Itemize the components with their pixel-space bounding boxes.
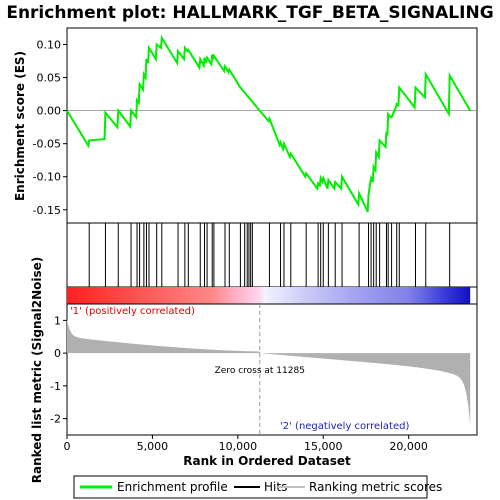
color-bar-fill [67,287,471,304]
enrichment-profile-line [66,34,472,213]
x-tick-label: 10,000 [219,440,258,453]
es-y-axis-label: Enrichment score (ES) [13,51,27,201]
es-y-tick-label: 0.10 [37,39,62,52]
legend-enrichment-label: Enrichment profile [117,480,228,494]
legend-metric-label: Ranking metric scores [309,480,442,494]
metric-y-ticks: 1 0 -1 -2 [50,314,67,426]
es-y-tick-label: -0.15 [33,204,61,217]
metric-y-tick-label: 1 [54,314,61,327]
zero-cross-label: Zero cross at 11285 [215,366,305,376]
es-y-tick-label: 0.00 [37,105,62,118]
es-y-ticks: 0.10 0.05 0.00 -0.05 -0.10 -0.15 [33,39,67,217]
hits-panel-frame [66,222,478,288]
es-y-tick-label: -0.05 [33,138,61,151]
hits-panel [66,222,478,288]
chart-title: Enrichment plot: HALLMARK_TGF_BETA_SIGNA… [6,3,493,23]
es-y-tick-label: -0.10 [33,171,61,184]
negative-correlation-label: '2' (negatively correlated) [280,421,409,432]
metric-panel: 1 0 -1 -2 Zero cross at 11285 '1' (positive… [50,303,478,436]
ranking-color-bar [66,286,478,305]
legend-hits-label: Hits [264,480,287,494]
x-tick-label: 5,000 [137,440,169,453]
x-tick-label: 15,000 [304,440,343,453]
metric-y-tick-label: -1 [50,380,61,393]
hit-marks [88,223,451,287]
x-tick-label: 0 [64,440,71,453]
es-y-tick-label: 0.05 [37,72,62,85]
metric-panel-frame [66,303,478,436]
legend: Enrichment profile Hits Ranking metric s… [73,475,442,499]
x-tick-label: 20,000 [389,440,428,453]
metric-y-tick-label: 0 [54,347,61,360]
x-ticks: 0 5,000 10,000 15,000 20,000 [64,435,428,453]
metric-y-axis-label: Ranked list metric (Signal2Noise) [30,257,44,484]
positive-correlation-label: '1' (positively correlated) [70,306,195,317]
metric-y-tick-label: -2 [50,413,61,426]
x-axis-label: Rank in Ordered Dataset [183,454,351,468]
es-panel: 0.10 0.05 0.00 -0.05 -0.10 -0.15 [33,27,478,224]
